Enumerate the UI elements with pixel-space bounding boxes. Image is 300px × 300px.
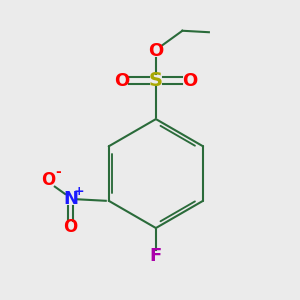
Text: N: N: [63, 190, 78, 208]
Text: O: O: [63, 218, 78, 236]
Text: -: -: [55, 165, 61, 179]
Text: +: +: [74, 184, 85, 198]
Text: F: F: [150, 247, 162, 265]
Text: O: O: [114, 72, 130, 90]
Text: O: O: [148, 42, 164, 60]
Text: O: O: [182, 72, 197, 90]
Text: S: S: [149, 71, 163, 90]
Text: O: O: [41, 171, 56, 189]
